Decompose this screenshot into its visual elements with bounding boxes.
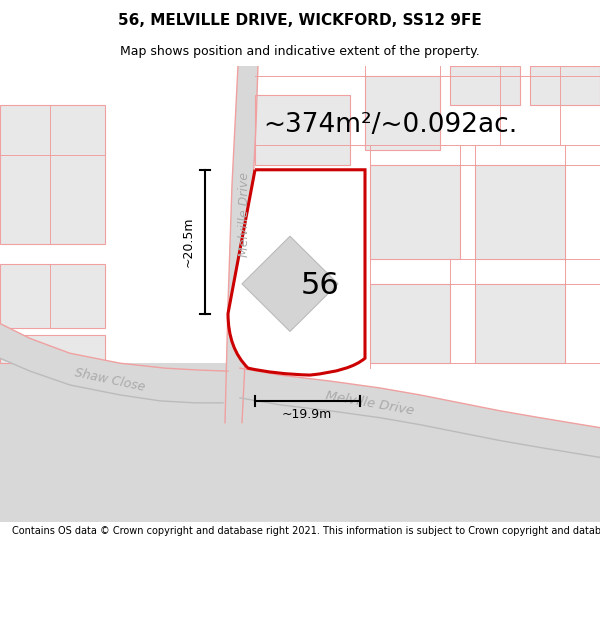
PathPatch shape	[228, 170, 365, 375]
Polygon shape	[0, 264, 105, 329]
Polygon shape	[0, 363, 600, 522]
Text: Map shows position and indicative extent of the property.: Map shows position and indicative extent…	[120, 46, 480, 58]
Polygon shape	[475, 165, 565, 259]
Polygon shape	[530, 66, 600, 105]
Polygon shape	[365, 76, 440, 150]
Polygon shape	[242, 236, 338, 331]
Text: ~374m²/~0.092ac.: ~374m²/~0.092ac.	[263, 112, 517, 138]
Text: ~20.5m: ~20.5m	[182, 217, 195, 268]
Polygon shape	[255, 96, 350, 165]
Text: Contains OS data © Crown copyright and database right 2021. This information is : Contains OS data © Crown copyright and d…	[12, 526, 600, 536]
Polygon shape	[0, 336, 105, 363]
Polygon shape	[0, 363, 600, 522]
Polygon shape	[475, 284, 565, 363]
Text: Shaw Close: Shaw Close	[74, 366, 146, 394]
Text: Melville Drive: Melville Drive	[239, 172, 251, 257]
Text: ~19.9m: ~19.9m	[282, 408, 332, 421]
Text: Melville Drive: Melville Drive	[325, 389, 415, 417]
Polygon shape	[0, 324, 228, 403]
Polygon shape	[370, 165, 460, 259]
Polygon shape	[0, 105, 105, 244]
Polygon shape	[225, 66, 258, 423]
Text: 56: 56	[301, 271, 340, 301]
Text: 56, MELVILLE DRIVE, WICKFORD, SS12 9FE: 56, MELVILLE DRIVE, WICKFORD, SS12 9FE	[118, 13, 482, 28]
Polygon shape	[370, 284, 450, 363]
Polygon shape	[450, 66, 520, 105]
